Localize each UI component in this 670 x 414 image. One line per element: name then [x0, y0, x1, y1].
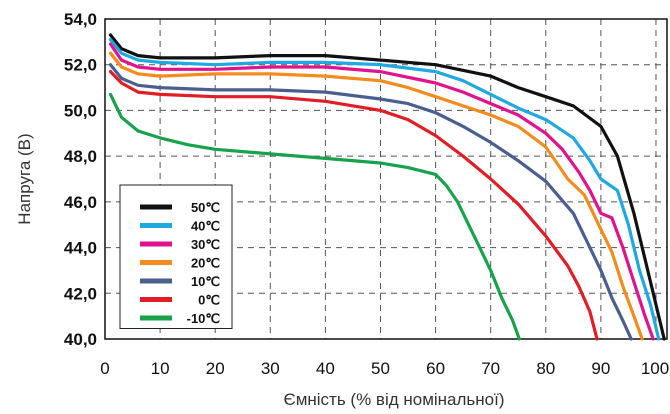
- series-line-1: [108, 38, 661, 341]
- legend-label-4: 10℃: [191, 274, 220, 289]
- legend-label-1: 40℃: [191, 219, 220, 234]
- y-tick-label: 46,0: [64, 193, 97, 212]
- series-line-6: [108, 92, 521, 341]
- series-lines: [108, 33, 666, 341]
- x-tick-label: 80: [536, 359, 555, 378]
- x-tick-label: 50: [371, 359, 390, 378]
- y-tick-labels: 40,0 42,0 44,0 46,0 48,0 50,0 52,0 54,0: [64, 10, 97, 349]
- y-tick-label: 42,0: [64, 284, 97, 303]
- legend-label-6: -10℃: [187, 311, 220, 326]
- y-tick-label: 54,0: [64, 10, 97, 29]
- legend-label-5: 0℃: [198, 293, 220, 308]
- x-axis-label: Ємність (% від номінальної): [283, 390, 504, 409]
- x-tick-label: 100: [641, 359, 669, 378]
- y-tick-label: 44,0: [64, 239, 97, 258]
- legend-box: [119, 184, 233, 329]
- x-tick-labels: 0 10 20 30 40 50 60 70 80 90 100: [100, 359, 669, 378]
- x-tick-label: 40: [316, 359, 335, 378]
- x-tick-label: 30: [261, 359, 280, 378]
- x-tick-label: 70: [481, 359, 500, 378]
- series-line-5: [108, 70, 599, 341]
- series-line-3: [108, 51, 644, 341]
- legend-label-3: 20℃: [191, 256, 220, 271]
- series-line-4: [108, 63, 633, 341]
- y-tick-label: 52,0: [64, 56, 97, 75]
- legend-label-2: 30℃: [191, 237, 220, 252]
- y-tick-label: 40,0: [64, 330, 97, 349]
- legend: 50℃ 40℃ 30℃ 20℃ 10℃ 0℃ -10℃: [119, 184, 233, 329]
- series-line-2: [108, 42, 655, 341]
- x-tick-label: 10: [151, 359, 170, 378]
- x-tick-label: 60: [426, 359, 445, 378]
- x-tick-label: 20: [206, 359, 225, 378]
- y-axis-label: Напруга (В): [15, 133, 34, 224]
- series-line-0: [108, 33, 666, 341]
- x-tick-label: 90: [591, 359, 610, 378]
- y-tick-label: 50,0: [64, 101, 97, 120]
- plot-frame: [104, 18, 668, 340]
- x-tick-label: 0: [100, 359, 109, 378]
- y-tick-label: 48,0: [64, 147, 97, 166]
- legend-label-0: 50℃: [191, 200, 220, 215]
